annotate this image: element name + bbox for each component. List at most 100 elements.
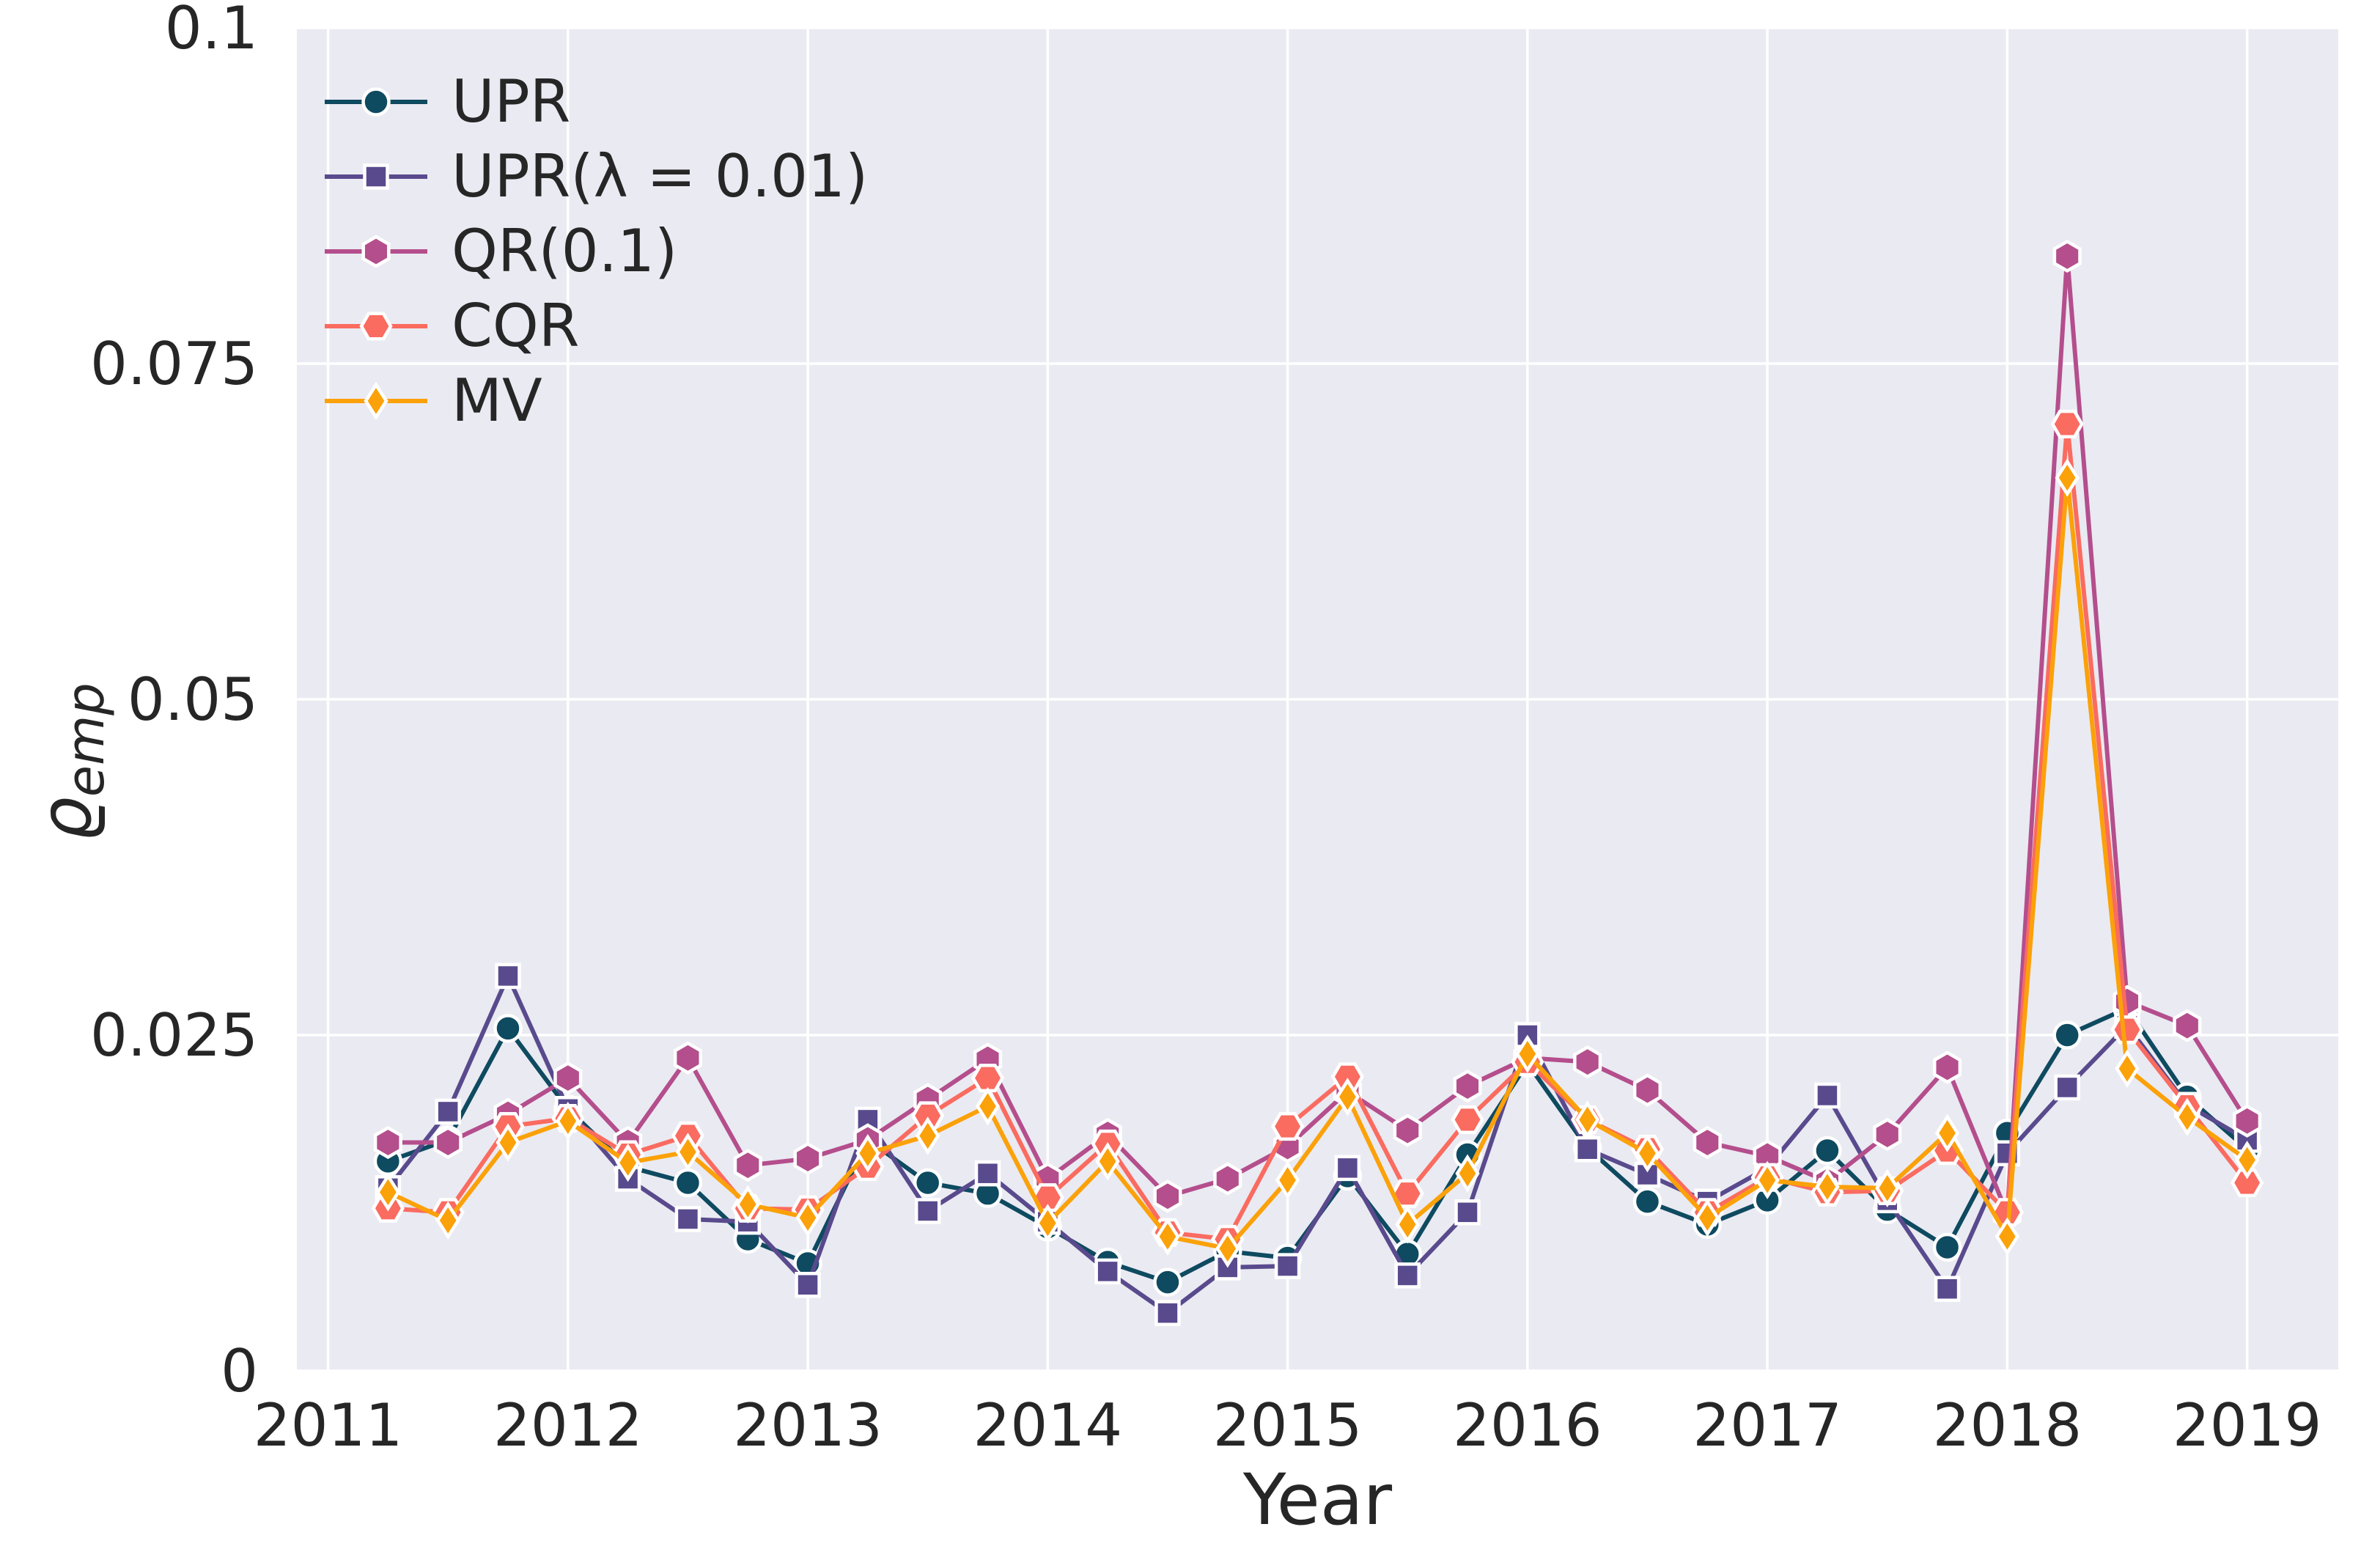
y-tick-label: 0.05 bbox=[128, 666, 258, 734]
data-point-marker bbox=[675, 1133, 701, 1171]
series-line bbox=[387, 475, 2249, 1251]
data-point-marker bbox=[733, 1149, 762, 1182]
legend-item-QR(0.1): QR(0.1) bbox=[321, 214, 868, 289]
data-point-marker bbox=[2233, 1104, 2262, 1138]
data-point-marker bbox=[1573, 1045, 1602, 1079]
data-point-marker bbox=[1270, 1112, 1305, 1141]
data-point-marker bbox=[735, 1185, 760, 1224]
legend-item-UPR: UPR bbox=[321, 65, 868, 139]
legend-label: CQR bbox=[452, 292, 580, 360]
data-point-marker bbox=[2234, 1141, 2260, 1179]
data-point-marker bbox=[435, 1201, 460, 1240]
legend-label: QR(0.1) bbox=[452, 217, 678, 285]
data-point-marker bbox=[1213, 1162, 1242, 1196]
x-axis-label: Year bbox=[1242, 1459, 1393, 1541]
y-axis-label: ϱemp bbox=[25, 682, 116, 842]
data-point-marker bbox=[493, 1014, 523, 1043]
data-point-marker bbox=[1274, 1253, 1301, 1279]
legend-marker bbox=[359, 312, 393, 341]
data-point-marker bbox=[1574, 1135, 1601, 1163]
data-point-marker bbox=[974, 1160, 1001, 1187]
data-point-marker bbox=[1454, 1199, 1481, 1226]
data-point-marker bbox=[970, 1064, 1005, 1093]
data-point-marker bbox=[1693, 1125, 1722, 1160]
legend-marker bbox=[364, 381, 388, 421]
legend-marker bbox=[361, 87, 391, 117]
data-point-marker bbox=[1453, 1070, 1482, 1103]
data-point-marker bbox=[855, 1134, 880, 1173]
data-point-marker bbox=[1393, 1114, 1422, 1147]
gridlines bbox=[297, 26, 2338, 1372]
data-point-marker bbox=[1094, 1258, 1121, 1285]
data-point-marker bbox=[435, 1098, 461, 1125]
x-tick-label: 2016 bbox=[1453, 1391, 1602, 1460]
data-point-marker bbox=[1335, 1078, 1360, 1116]
data-point-marker bbox=[2175, 1097, 2200, 1136]
y-tick-label: 0.025 bbox=[90, 1001, 258, 1070]
data-point-marker bbox=[2110, 1015, 2144, 1045]
data-point-marker bbox=[1632, 1187, 1662, 1216]
series-line bbox=[388, 254, 2250, 1216]
data-point-marker bbox=[2115, 1049, 2140, 1088]
data-point-marker bbox=[2052, 239, 2082, 273]
data-point-marker bbox=[556, 1102, 581, 1141]
legend-item-MV: MV bbox=[321, 364, 868, 438]
data-point-marker bbox=[975, 1086, 1001, 1126]
data-point-marker bbox=[1153, 1179, 1182, 1213]
data-point-marker bbox=[1755, 1160, 1780, 1200]
x-tick-label: 2012 bbox=[493, 1391, 643, 1460]
data-point-marker bbox=[2173, 1009, 2202, 1042]
data-point-marker bbox=[673, 1041, 702, 1075]
data-point-marker bbox=[2052, 1020, 2082, 1050]
hexagon-pointy-legend-icon bbox=[325, 235, 427, 268]
data-point-marker bbox=[1813, 1135, 1842, 1166]
legend-label: UPR bbox=[452, 67, 571, 136]
legend-marker bbox=[361, 235, 391, 268]
data-point-marker bbox=[1035, 1204, 1060, 1243]
data-point-marker bbox=[1095, 1142, 1120, 1181]
x-tick-label: 2018 bbox=[1933, 1391, 2082, 1460]
data-point-marker bbox=[916, 1116, 940, 1155]
data-point-marker bbox=[1394, 1262, 1421, 1289]
data-point-marker bbox=[1275, 1160, 1300, 1200]
circle-legend-icon bbox=[325, 87, 427, 117]
data-point-marker bbox=[1815, 1167, 1840, 1207]
legend-label: MV bbox=[452, 367, 542, 435]
data-point-marker bbox=[1154, 1300, 1181, 1326]
x-tick-label: 2019 bbox=[2173, 1391, 2322, 1460]
data-point-marker bbox=[1334, 1155, 1361, 1182]
data-point-marker bbox=[1932, 1232, 1962, 1262]
data-point-marker bbox=[375, 1173, 401, 1212]
x-tick-label: 2011 bbox=[254, 1391, 403, 1460]
data-point-marker bbox=[1575, 1100, 1600, 1139]
data-point-marker bbox=[795, 1272, 821, 1298]
x-tick-label: 2017 bbox=[1693, 1391, 1842, 1460]
y-tick-label: 0 bbox=[221, 1337, 258, 1405]
data-point-marker bbox=[1934, 1276, 1961, 1302]
legend: UPR UPR(λ = 0.01) QR(0.1) CQR MV bbox=[321, 65, 868, 438]
data-point-marker bbox=[1994, 1217, 2020, 1256]
series-MV bbox=[375, 458, 2260, 1268]
data-point-marker bbox=[615, 1143, 641, 1182]
square-legend-icon bbox=[325, 163, 427, 190]
tick-labels: 2011 2012 2013 2014 2015 2016 2017 2018 2019 0 0.0… bbox=[90, 0, 2321, 1460]
hexagon-flat-legend-icon bbox=[325, 312, 427, 341]
data-point-marker bbox=[1635, 1134, 1660, 1173]
data-point-marker bbox=[1933, 1050, 1962, 1084]
data-point-marker bbox=[1455, 1154, 1480, 1193]
data-point-marker bbox=[1873, 1117, 1902, 1152]
thin-diamond-legend-icon bbox=[325, 381, 427, 421]
y-axis-label-symbol: ϱ bbox=[25, 797, 107, 842]
data-point-marker bbox=[795, 1198, 820, 1237]
y-tick-label: 0.1 bbox=[165, 0, 258, 62]
data-point-marker bbox=[1155, 1217, 1180, 1256]
data-point-marker bbox=[1814, 1082, 1841, 1109]
data-point-marker bbox=[2055, 458, 2080, 497]
legend-item-CQR: CQR bbox=[321, 289, 868, 364]
data-point-marker bbox=[674, 1206, 701, 1232]
series-CQR bbox=[371, 409, 2264, 1254]
data-point-marker bbox=[496, 1123, 520, 1162]
data-point-marker bbox=[793, 1141, 822, 1176]
